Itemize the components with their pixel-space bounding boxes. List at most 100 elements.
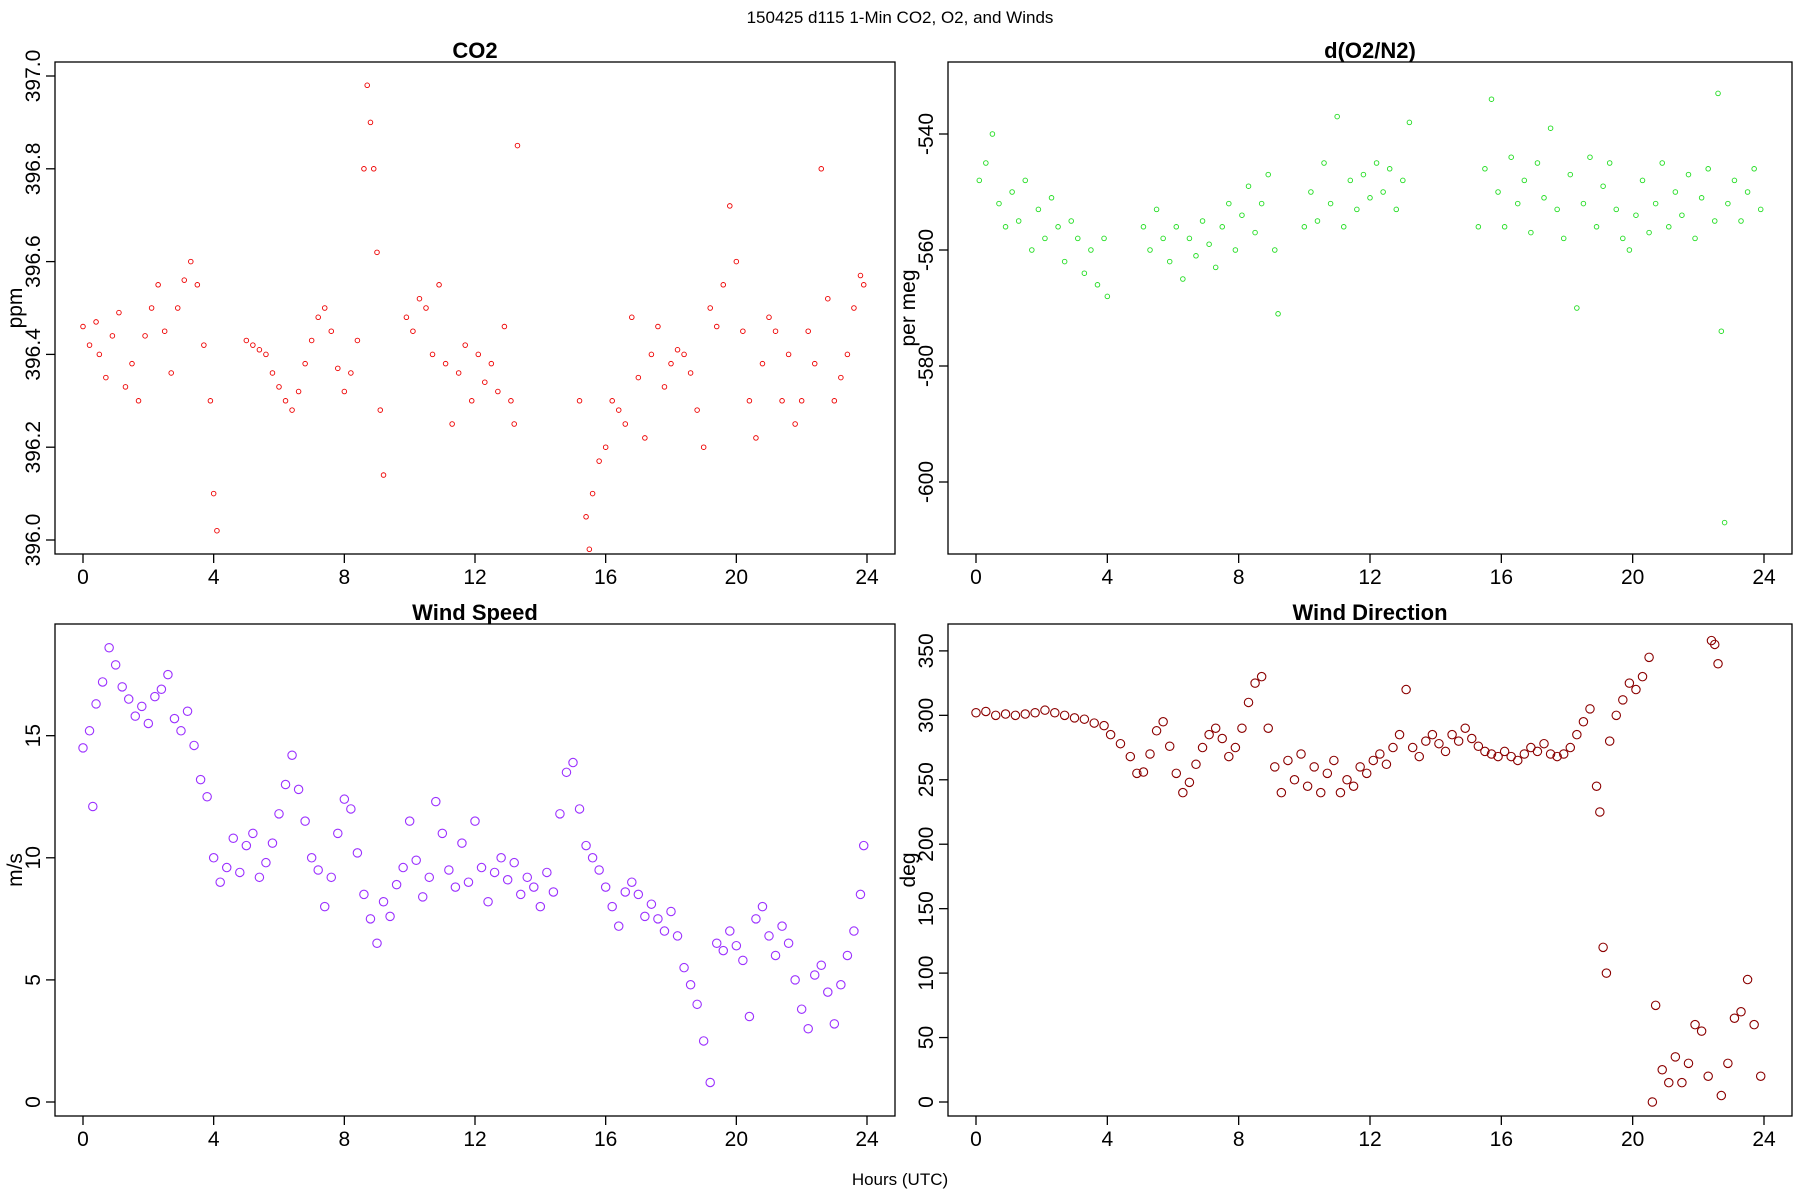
data-point bbox=[642, 435, 648, 441]
data-point bbox=[274, 809, 284, 819]
data-point bbox=[1541, 195, 1547, 201]
data-point bbox=[849, 926, 859, 936]
data-point bbox=[720, 282, 727, 288]
data-point bbox=[501, 323, 508, 330]
data-point bbox=[1565, 742, 1576, 753]
data-point bbox=[1186, 235, 1193, 242]
y-tick-label: 396.2 bbox=[22, 421, 45, 474]
x-tick-label: 0 bbox=[970, 1128, 982, 1151]
data-point bbox=[668, 360, 674, 367]
data-point bbox=[1611, 710, 1622, 721]
data-point bbox=[515, 889, 526, 900]
data-point bbox=[1029, 247, 1035, 253]
data-point bbox=[1585, 704, 1595, 714]
data-point bbox=[655, 323, 661, 330]
data-point bbox=[1068, 218, 1074, 224]
data-point bbox=[581, 840, 591, 851]
x-tick-label: 16 bbox=[594, 1128, 617, 1151]
data-point bbox=[370, 166, 377, 172]
data-point bbox=[182, 706, 193, 717]
data-point bbox=[731, 940, 742, 951]
data-point bbox=[1601, 968, 1612, 978]
data-point bbox=[1716, 1090, 1727, 1101]
data-point bbox=[181, 277, 188, 283]
data-point bbox=[489, 867, 500, 878]
plot-frame bbox=[54, 623, 896, 1117]
data-point bbox=[1132, 768, 1142, 779]
data-point bbox=[1151, 726, 1162, 736]
data-point bbox=[1101, 235, 1107, 242]
y-axis-label: per meg bbox=[897, 269, 920, 346]
data-point bbox=[1427, 729, 1438, 740]
y-tick-label: 396.4 bbox=[22, 328, 45, 381]
data-point bbox=[1081, 270, 1088, 276]
data-point bbox=[308, 337, 315, 344]
data-point bbox=[672, 931, 683, 941]
x-tick-label: 4 bbox=[1101, 1128, 1113, 1151]
data-point bbox=[1705, 166, 1711, 172]
data-point bbox=[713, 323, 720, 330]
data-point bbox=[509, 857, 519, 868]
data-point bbox=[1572, 729, 1582, 740]
data-point bbox=[1140, 224, 1147, 230]
data-point bbox=[1703, 1071, 1713, 1081]
data-point bbox=[803, 1023, 813, 1034]
data-point bbox=[1598, 942, 1608, 953]
data-point bbox=[779, 398, 785, 404]
data-point bbox=[161, 328, 168, 334]
data-point bbox=[1224, 751, 1234, 762]
y-tick-label: 200 bbox=[915, 827, 938, 862]
data-point bbox=[1558, 749, 1569, 759]
data-point bbox=[1178, 787, 1188, 798]
data-point bbox=[483, 896, 493, 907]
data-point bbox=[354, 337, 361, 344]
data-point bbox=[261, 857, 271, 868]
data-point bbox=[306, 853, 317, 863]
data-point bbox=[1580, 200, 1587, 207]
data-point bbox=[681, 351, 687, 358]
data-point bbox=[685, 980, 696, 990]
data-point bbox=[1672, 189, 1679, 195]
data-point bbox=[313, 865, 323, 875]
data-point bbox=[1618, 695, 1628, 705]
data-point bbox=[1316, 787, 1326, 798]
data-point bbox=[1652, 200, 1659, 207]
data-point bbox=[1153, 206, 1160, 213]
data-point bbox=[103, 374, 109, 381]
data-point bbox=[764, 931, 774, 941]
data-point bbox=[143, 718, 154, 729]
data-point bbox=[1301, 224, 1308, 230]
data-point bbox=[1604, 736, 1615, 746]
data-point bbox=[1757, 206, 1764, 213]
data-point bbox=[759, 360, 766, 367]
data-point bbox=[293, 784, 304, 795]
x-tick-label: 20 bbox=[725, 1128, 748, 1151]
data-point bbox=[711, 938, 722, 949]
data-point bbox=[609, 398, 615, 404]
data-point bbox=[615, 407, 622, 413]
data-point bbox=[1650, 1000, 1661, 1011]
data-point bbox=[727, 203, 733, 209]
data-point bbox=[1258, 200, 1265, 207]
y-tick-label: 0 bbox=[915, 1096, 938, 1108]
data-point bbox=[1751, 166, 1757, 172]
data-point bbox=[135, 398, 142, 404]
data-point bbox=[1158, 717, 1168, 727]
data-point bbox=[535, 901, 546, 912]
data-point bbox=[1061, 258, 1068, 265]
data-point bbox=[404, 816, 415, 826]
data-point bbox=[1414, 751, 1425, 762]
data-point bbox=[594, 865, 604, 875]
data-point bbox=[295, 388, 302, 395]
data-point bbox=[851, 305, 857, 311]
data-point bbox=[661, 384, 668, 390]
data-point bbox=[78, 743, 88, 753]
data-point bbox=[391, 879, 402, 890]
data-point bbox=[367, 119, 374, 126]
data-point bbox=[1421, 736, 1431, 746]
x-tick-label: 24 bbox=[1752, 566, 1776, 589]
data-point bbox=[596, 458, 602, 464]
data-point bbox=[1664, 1077, 1674, 1088]
x-tick-label: 12 bbox=[463, 566, 486, 589]
data-point bbox=[679, 962, 689, 973]
